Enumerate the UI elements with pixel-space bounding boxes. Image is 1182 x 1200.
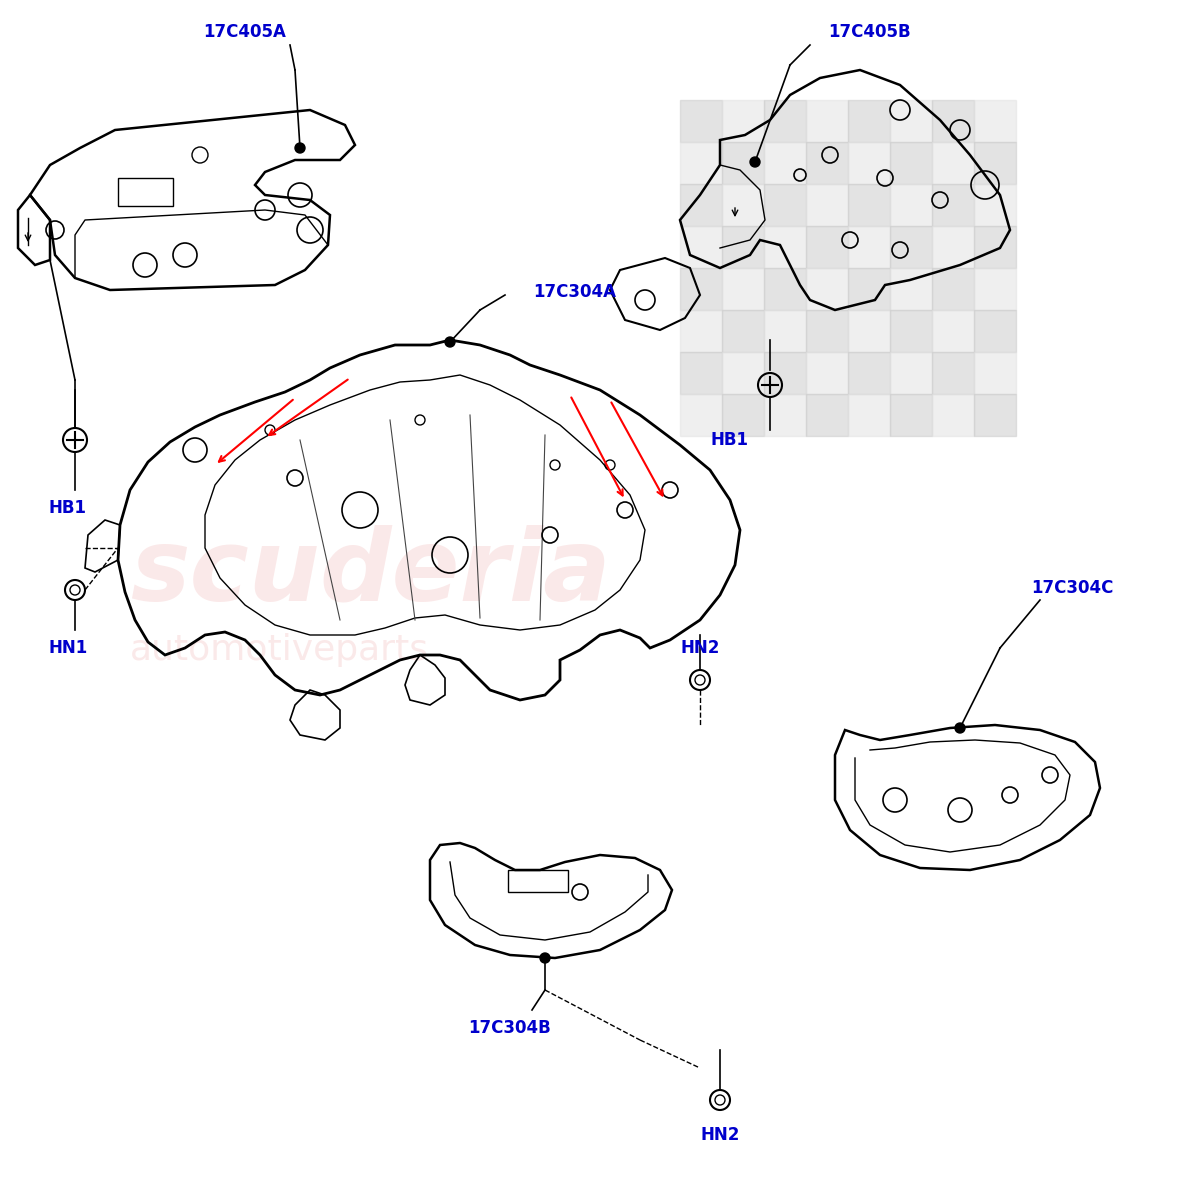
Bar: [890, 226, 931, 268]
Text: scuderia: scuderia: [130, 524, 611, 622]
Bar: [764, 184, 806, 226]
Bar: [847, 226, 890, 268]
Bar: [722, 268, 764, 310]
Text: HB1: HB1: [712, 431, 749, 449]
Bar: [974, 310, 1017, 352]
Bar: [806, 226, 847, 268]
Circle shape: [540, 953, 550, 962]
Bar: [847, 352, 890, 394]
Text: HN1: HN1: [48, 638, 87, 658]
Bar: [680, 352, 722, 394]
Text: 17C405A: 17C405A: [203, 23, 286, 41]
Bar: [974, 142, 1017, 184]
Text: HN2: HN2: [700, 1126, 740, 1144]
Circle shape: [955, 722, 965, 733]
Bar: [806, 352, 847, 394]
Bar: [764, 268, 806, 310]
Circle shape: [296, 143, 305, 152]
Bar: [680, 100, 722, 142]
Bar: [806, 100, 847, 142]
Bar: [890, 352, 931, 394]
Bar: [847, 142, 890, 184]
Bar: [974, 268, 1017, 310]
Bar: [764, 100, 806, 142]
Bar: [890, 394, 931, 436]
Bar: [847, 394, 890, 436]
Bar: [722, 100, 764, 142]
Bar: [722, 352, 764, 394]
Bar: [890, 142, 931, 184]
Bar: [974, 394, 1017, 436]
Bar: [847, 310, 890, 352]
Bar: [847, 184, 890, 226]
Bar: [890, 184, 931, 226]
Bar: [931, 310, 974, 352]
Bar: [931, 100, 974, 142]
Bar: [806, 394, 847, 436]
Bar: [931, 184, 974, 226]
Circle shape: [444, 337, 455, 347]
Bar: [764, 394, 806, 436]
Bar: [931, 394, 974, 436]
Bar: [806, 268, 847, 310]
Bar: [764, 142, 806, 184]
Text: HN2: HN2: [681, 638, 720, 658]
Bar: [974, 352, 1017, 394]
Circle shape: [751, 157, 760, 167]
Bar: [974, 100, 1017, 142]
Bar: [680, 226, 722, 268]
Bar: [680, 142, 722, 184]
Bar: [890, 100, 931, 142]
Bar: [931, 142, 974, 184]
Bar: [764, 352, 806, 394]
Bar: [680, 184, 722, 226]
Bar: [722, 142, 764, 184]
Bar: [931, 226, 974, 268]
Bar: [847, 100, 890, 142]
Bar: [722, 394, 764, 436]
Bar: [890, 310, 931, 352]
Text: 17C304C: 17C304C: [1031, 578, 1113, 596]
Bar: [806, 310, 847, 352]
Bar: [974, 226, 1017, 268]
Text: 17C405B: 17C405B: [829, 23, 911, 41]
Bar: [680, 394, 722, 436]
Bar: [764, 310, 806, 352]
Bar: [806, 142, 847, 184]
Bar: [974, 184, 1017, 226]
Bar: [764, 226, 806, 268]
Bar: [931, 352, 974, 394]
Bar: [931, 268, 974, 310]
Bar: [722, 226, 764, 268]
Bar: [806, 184, 847, 226]
Text: automotiveparts: automotiveparts: [130, 634, 429, 667]
Bar: [722, 310, 764, 352]
Bar: [890, 268, 931, 310]
Bar: [680, 310, 722, 352]
Bar: [722, 184, 764, 226]
Bar: [508, 870, 569, 892]
Bar: [847, 268, 890, 310]
Text: 17C304A: 17C304A: [533, 283, 617, 301]
Text: 17C304B: 17C304B: [468, 1019, 551, 1037]
Bar: [680, 268, 722, 310]
Text: HB1: HB1: [48, 499, 87, 517]
Bar: [118, 178, 173, 206]
